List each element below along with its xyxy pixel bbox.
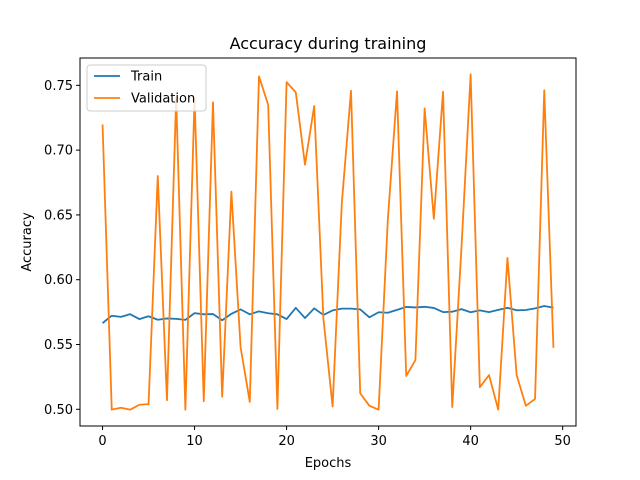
x-tick-label: 0 <box>98 434 106 449</box>
legend-label-validation: Validation <box>131 92 195 107</box>
y-axis-label: Accuracy <box>20 212 35 272</box>
legend: Train Validation <box>86 64 207 112</box>
y-tick-label: 0.65 <box>44 208 73 223</box>
y-tick-label: 0.70 <box>44 144 73 159</box>
y-tick-label: 0.75 <box>44 79 73 94</box>
y-tick-label: 0.60 <box>44 273 73 288</box>
plot-area-frame <box>79 57 577 427</box>
legend-label-train: Train <box>130 70 162 85</box>
series-layer <box>101 73 555 411</box>
x-tick-label: 30 <box>370 434 387 449</box>
tick-layer: 0 10 20 30 40 50 0.50 0.55 0.60 0.65 0.70 0.75 <box>44 79 571 449</box>
x-tick-label: 40 <box>462 434 479 449</box>
y-tick-label: 0.55 <box>44 338 73 353</box>
x-tick-label: 10 <box>186 434 203 449</box>
x-tick-label: 20 <box>278 434 295 449</box>
chart-title: Accuracy during training <box>230 34 427 53</box>
x-axis-label: Epochs <box>305 456 352 471</box>
series-line-validation <box>101 73 555 411</box>
x-tick-label: 50 <box>554 434 571 449</box>
y-tick-label: 0.50 <box>44 403 73 418</box>
